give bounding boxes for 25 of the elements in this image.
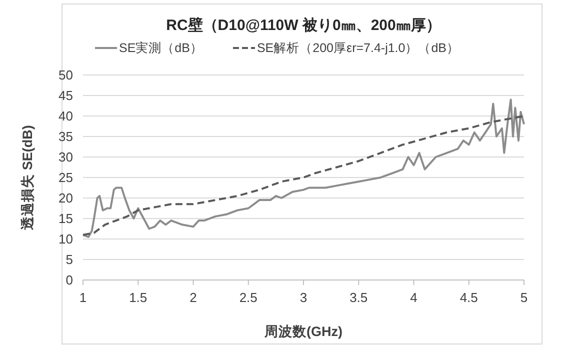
y-tick-label: 30 <box>58 150 73 164</box>
y-tick-label: 5 <box>66 252 73 267</box>
x-tick-label: 1.5 <box>129 290 148 305</box>
x-tick-label: 3 <box>300 290 308 305</box>
x-tick-label: 2.5 <box>239 290 258 305</box>
legend-label: SE実測（dB） <box>119 40 203 55</box>
x-axis-title: 周波数(GHz) <box>264 324 342 339</box>
legend-label: SE解析（200厚εr=7.4-j1.0）（dB） <box>256 41 460 55</box>
y-tick-label: 25 <box>58 170 73 185</box>
x-tick-label: 2 <box>190 290 197 305</box>
y-tick-label: 45 <box>58 88 73 103</box>
x-tick-label: 3.5 <box>350 290 368 305</box>
x-tick-label: 5 <box>520 290 528 305</box>
y-tick-label: 0 <box>66 272 73 288</box>
chart-title: RC壁（D10@110W 被り0㎜、200㎜厚） <box>166 16 441 34</box>
x-tick-label: 1 <box>79 290 87 305</box>
y-tick-label: 15 <box>58 211 73 226</box>
y-tick-label: 20 <box>58 190 73 206</box>
x-tick-label: 4.5 <box>460 290 478 305</box>
y-axis-title: 透過損失 SE(dB) <box>20 125 35 231</box>
y-tick-label: 40 <box>58 108 73 124</box>
y-tick-label: 35 <box>58 129 73 144</box>
y-tick-label: 50 <box>58 68 73 82</box>
x-tick-label: 4 <box>410 290 418 305</box>
y-tick-label: 10 <box>58 232 73 246</box>
